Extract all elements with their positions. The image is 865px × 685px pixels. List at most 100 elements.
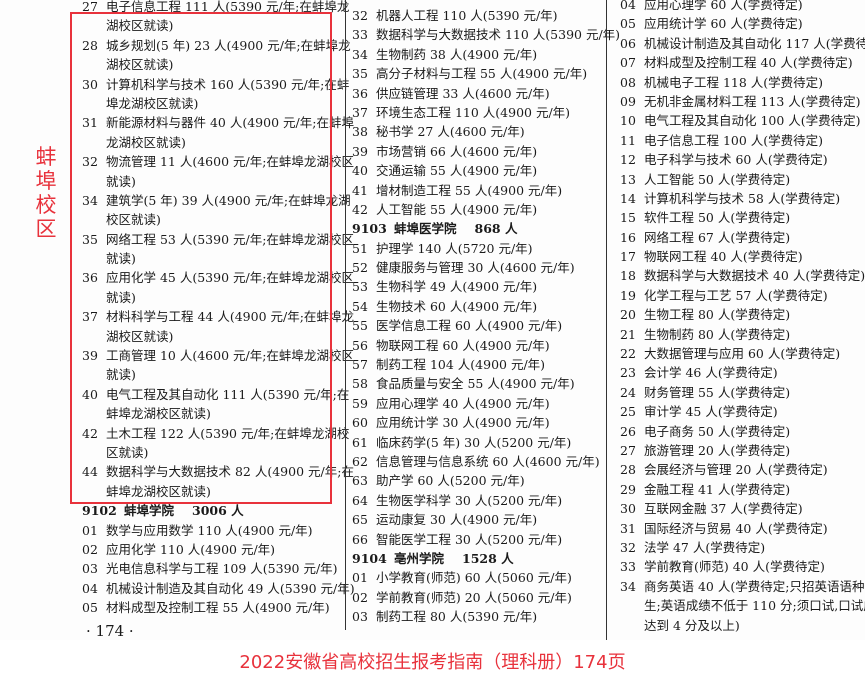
major-text: 工商管理 10 人(4600 元/年;在蚌埠龙湖校区 — [106, 348, 354, 364]
major-code: 05 — [82, 600, 98, 616]
major-code: 01 — [352, 570, 368, 586]
major-text: 网络工程 53 人(5390 元/年;在蚌埠龙湖校区 — [106, 231, 354, 247]
major-code: 36 — [352, 85, 368, 101]
major-text: 电气工程及其自动化 100 人(学费待定) — [644, 113, 861, 129]
major-text: 无机非金属材料工程 113 人(学费待定) — [644, 93, 861, 109]
major-code: 34 — [620, 578, 636, 594]
major-text: 机器人工程 110 人(5390 元/年) — [376, 8, 558, 23]
major-entry: 02 学前教育(师范) 20 人(5060 元/年) — [352, 588, 602, 607]
major-code: 12 — [620, 152, 636, 168]
major-text: 秘书学 27 人(4600 元/年) — [376, 124, 525, 140]
major-code: 41 — [352, 182, 368, 198]
major-text: 数据科学与大数据技术 40 人(学费待定) — [644, 268, 865, 284]
major-text: 机械电子工程 118 人(学费待定) — [644, 74, 824, 90]
major-text: 高分子材料与工程 55 人(4900 元/年) — [376, 66, 588, 82]
major-entry-continuation: 湖校区就读) — [82, 16, 332, 35]
major-text: 健康服务与管理 30 人(4600 元/年) — [376, 260, 575, 276]
major-entry-continuation: 校区就读) — [82, 210, 332, 229]
major-entry-continuation: 就读) — [82, 249, 332, 268]
major-entry: 33 数据科学与大数据技术 110 人(5390 元/年) — [352, 25, 620, 44]
major-entry: 32 物流管理 11 人(4600 元/年;在蚌埠龙湖校区 — [82, 152, 354, 171]
major-entry-continuation: 就读) — [82, 365, 332, 384]
college-code: 9103 — [352, 221, 387, 237]
major-entry: 63 助产学 60 人(5200 元/年) — [352, 471, 602, 490]
major-code: 11 — [620, 132, 636, 148]
major-entry-continuation: 就读) — [82, 288, 332, 307]
major-text: 学前教育(师范) 20 人(5060 元/年) — [376, 589, 572, 605]
major-entry-continuation: 达到 4 分及以上) — [620, 616, 865, 635]
major-text: 会计学 46 人(学费待定) — [644, 365, 778, 381]
major-code: 32 — [82, 154, 98, 170]
major-entry: 35 网络工程 53 人(5390 元/年;在蚌埠龙湖校区 — [82, 230, 354, 249]
major-code: 16 — [620, 229, 636, 245]
major-entry: 60 应用统计学 30 人(4900 元/年) — [352, 413, 602, 432]
major-text: 审计学 45 人(学费待定) — [644, 404, 778, 420]
major-entry: 05 应用统计学 60 人(学费待定) — [620, 14, 865, 33]
major-text: 临床药学(5 年) 30 人(5200 元/年) — [376, 434, 572, 450]
major-text: 生物医学科学 30 人(5200 元/年) — [376, 492, 563, 508]
major-code: 39 — [82, 348, 98, 364]
college-count: 1528 人 — [462, 550, 514, 566]
major-text: 物联网工程 40 人(学费待定) — [644, 249, 803, 265]
major-text: 制药工程 80 人(5390 元/年) — [376, 609, 538, 625]
major-entry: 09 无机非金属材料工程 113 人(学费待定) — [620, 92, 865, 111]
major-code: 40 — [352, 163, 368, 179]
major-text: 运动康复 30 人(4900 元/年) — [376, 512, 538, 528]
college-name: 蚌埠学院 — [124, 503, 175, 519]
major-entry-continuation: 生;英语成绩不低于 110 分;须口试,口试成绩 — [620, 596, 865, 615]
major-code: 22 — [620, 346, 636, 362]
major-entry: 53 生物科学 49 人(4900 元/年) — [352, 277, 602, 296]
major-text-continued: 就读) — [106, 367, 136, 383]
major-text: 应用化学 110 人(4900 元/年) — [106, 541, 276, 557]
major-text: 人工智能 55 人(4900 元/年) — [376, 201, 538, 217]
major-entry: 20 生物工程 80 人(学费待定) — [620, 305, 865, 324]
major-entry: 15 软件工程 50 人(学费待定) — [620, 208, 865, 227]
major-text: 护理学 140 人(5720 元/年) — [376, 240, 533, 256]
major-text: 数据科学与大数据技术 110 人(5390 元/年) — [376, 27, 621, 43]
major-entry: 59 应用心理学 40 人(4900 元/年) — [352, 394, 602, 413]
major-entry-continuation: 就读) — [82, 172, 332, 191]
major-text: 材料成型及控制工程 55 人(4900 元/年) — [106, 600, 330, 616]
major-entry: 12 电子科学与技术 60 人(学费待定) — [620, 150, 865, 169]
major-entry: 40 交通运输 55 人(4900 元/年) — [352, 161, 602, 180]
major-entry: 34 商务英语 40 人(学费待定;只招英语语种考 — [620, 577, 865, 596]
major-text: 数学与应用数学 110 人(4900 元/年) — [106, 522, 313, 538]
major-code: 32 — [352, 8, 368, 23]
major-text: 生物工程 80 人(学费待定) — [644, 307, 791, 323]
major-entry: 51 护理学 140 人(5720 元/年) — [352, 239, 602, 258]
major-entry: 31 国际经济与贸易 40 人(学费待定) — [620, 519, 865, 538]
major-entry: 28 会展经济与管理 20 人(学费待定) — [620, 460, 865, 479]
major-text: 增材制造工程 55 人(4900 元/年) — [376, 182, 563, 198]
major-text: 小学教育(师范) 60 人(5060 元/年) — [376, 570, 572, 586]
major-entry: 61 临床药学(5 年) 30 人(5200 元/年) — [352, 433, 602, 452]
major-code: 03 — [82, 561, 98, 577]
major-code: 54 — [352, 298, 368, 314]
college-code: 9102 — [82, 503, 117, 519]
major-code: 53 — [352, 279, 368, 295]
major-text: 市场营销 66 人(4600 元/年) — [376, 143, 538, 159]
major-text: 生物技术 60 人(4900 元/年) — [376, 298, 538, 314]
major-text: 应用统计学 30 人(4900 元/年) — [376, 415, 550, 431]
column-2: 32 机器人工程 110 人(5390 元/年) 33 数据科学与大数据技术 110 … — [352, 6, 620, 627]
column-3: 04 应用心理学 60 人(学费待定) 05 应用统计学 60 人(学费待定) 06 机械… — [620, 0, 865, 635]
major-text: 生物制药 80 人(学费待定) — [644, 326, 791, 342]
major-code: 59 — [352, 395, 368, 411]
major-code: 06 — [620, 35, 636, 51]
major-entry: 18 数据科学与大数据技术 40 人(学费待定) — [620, 266, 865, 285]
major-code: 39 — [352, 143, 368, 159]
major-text: 生物制药 38 人(4900 元/年) — [376, 46, 538, 62]
major-text: 土木工程 122 人(5390 元/年;在蚌埠龙湖校 — [106, 425, 350, 441]
major-entry: 27 电子信息工程 111 人(5390 元/年;在蚌埠龙 — [82, 0, 349, 16]
major-entry: 25 审计学 45 人(学费待定) — [620, 402, 865, 421]
page-number: · 174 · — [86, 622, 134, 640]
major-entry-continuation: 湖校区就读) — [82, 327, 332, 346]
major-code: 38 — [352, 124, 368, 140]
major-text: 金融工程 41 人(学费待定) — [644, 481, 791, 497]
major-entry: 56 物联网工程 60 人(4900 元/年) — [352, 336, 602, 355]
major-entry: 04 应用心理学 60 人(学费待定) — [620, 0, 865, 14]
college-header: 9102 蚌埠学院 3006 人 — [82, 501, 332, 520]
major-code: 61 — [352, 434, 368, 450]
major-entry-continuation: 蚌埠龙湖校区就读) — [82, 482, 332, 501]
major-entry: 32 机器人工程 110 人(5390 元/年) — [352, 6, 602, 25]
major-entry: 29 金融工程 41 人(学费待定) — [620, 480, 865, 499]
